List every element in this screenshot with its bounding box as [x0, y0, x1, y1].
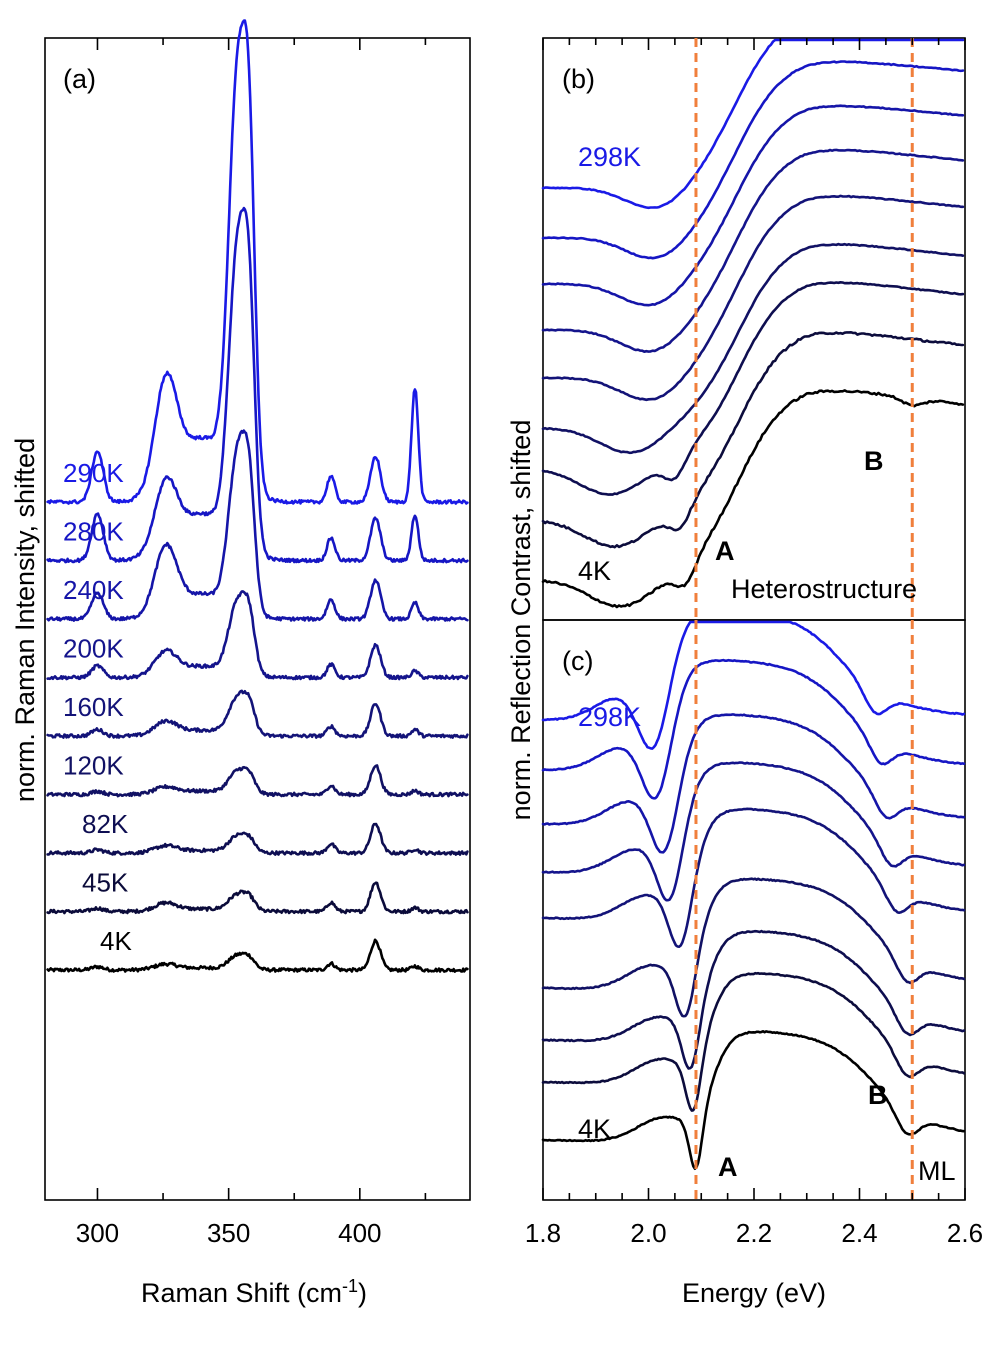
raman-curve-4K	[46, 938, 469, 973]
raman-label-290K: 290K	[63, 458, 124, 488]
raman-x-axis-label-sup: -1	[342, 1276, 358, 1296]
energy-x-axis-label: Energy (eV)	[682, 1278, 826, 1308]
heterostructure-exciton-b-label: B	[864, 446, 884, 476]
energy-tick-label: 2.6	[947, 1218, 983, 1248]
panel-a-tag: (a)	[63, 64, 96, 94]
heterostructure-curve-4	[541, 194, 965, 402]
heterostructure-curve-3	[541, 242, 965, 455]
monolayer-curve-0	[541, 1030, 966, 1170]
raman-curve-120K	[46, 764, 469, 798]
raman-x-axis-label-main: Raman Shift (cm	[141, 1278, 342, 1308]
heterostructure-reflection-panel: (b) 298K 4K A B Heterostructure	[541, 37, 966, 621]
energy-tick-label: 2.4	[841, 1218, 877, 1248]
heterostructure-curve-0	[541, 389, 965, 609]
raman-y-axis-label: norm. Raman Intensity, shifted	[10, 438, 40, 802]
monolayer-4k-label: 4K	[578, 1114, 611, 1144]
energy-tick-label: 1.8	[525, 1218, 561, 1248]
reflection-y-axis-label: norm. Reflection Contrast, shifted	[506, 420, 536, 821]
monolayer-curve-2	[541, 929, 966, 1070]
heterostructure-exciton-a-label: A	[715, 536, 735, 566]
raman-label-120K: 120K	[63, 751, 124, 781]
monolayer-curve-8	[541, 620, 966, 750]
heterostructure-4k-label: 4K	[578, 556, 611, 586]
raman-label-160K: 160K	[63, 692, 124, 722]
raman-tick-label: 300	[76, 1218, 119, 1248]
raman-x-ticks: 300 350 400	[76, 38, 427, 1248]
raman-curve-160K	[46, 689, 469, 739]
energy-x-ticks: 1.8 2.0 2.2 2.4 2.6	[525, 1188, 983, 1248]
monolayer-curve-5	[541, 761, 966, 902]
monolayer-298k-label: 298K	[578, 702, 641, 732]
raman-curve-240K	[46, 429, 469, 622]
raman-label-240K: 240K	[63, 575, 124, 605]
panel-c-tag: (c)	[562, 646, 593, 676]
monolayer-curve-4	[541, 807, 966, 948]
raman-curve-200K	[46, 590, 469, 681]
monolayer-exciton-a-label: A	[718, 1152, 738, 1182]
raman-label-200K: 200K	[63, 634, 124, 664]
monolayer-exciton-b-label: B	[868, 1080, 888, 1110]
raman-label-45K: 45K	[82, 868, 129, 898]
monolayer-exciton-lines	[694, 620, 914, 1200]
monolayer-reflection-panel: 1.8 2.0 2.2 2.4 2.6 (c) 298K 4K A B ML Energ…	[525, 619, 983, 1308]
monolayer-curve-6	[541, 713, 966, 854]
raman-tick-label: 350	[207, 1218, 250, 1248]
raman-curve-82K	[46, 822, 469, 856]
heterostructure-curve-5	[541, 148, 965, 353]
heterostructure-exciton-lines	[694, 38, 914, 620]
raman-tick-label: 400	[338, 1218, 381, 1248]
raman-curve-280K	[46, 206, 469, 564]
energy-tick-label: 2.2	[736, 1218, 772, 1248]
heterostructure-curve-7	[541, 60, 965, 260]
heterostructure-curve-1	[541, 331, 965, 549]
raman-x-axis-label: Raman Shift (cm-1)	[141, 1276, 367, 1308]
monolayer-curve-1	[541, 971, 966, 1112]
monolayer-curves	[541, 620, 966, 1170]
heterostructure-curves	[541, 38, 965, 609]
raman-temperature-labels: 4K 45K 82K 120K 160K 200K 240K 280K 290K	[63, 458, 132, 956]
heterostructure-plot-frame	[542, 37, 966, 621]
heterostructure-curve-2	[541, 281, 965, 496]
raman-curve-290K	[46, 19, 469, 505]
raman-label-280K: 280K	[63, 517, 124, 547]
raman-panel: 4K 45K 82K 120K 160K 200K 240K 280K 290K 300 350 4…	[10, 19, 471, 1308]
heterostructure-x-ticks	[542, 38, 966, 50]
heterostructure-curve-8	[541, 38, 965, 210]
raman-plot-frame	[44, 37, 471, 1201]
heterostructure-sample-label: Heterostructure	[731, 574, 917, 604]
monolayer-curve-7	[541, 658, 966, 800]
panel-b-tag: (b)	[562, 64, 595, 94]
monolayer-sample-label: ML	[918, 1156, 956, 1186]
heterostructure-298k-label: 298K	[578, 142, 641, 172]
energy-tick-label: 2.0	[630, 1218, 666, 1248]
raman-curves	[46, 19, 469, 973]
raman-label-82K: 82K	[82, 809, 129, 839]
monolayer-curve-3	[541, 877, 966, 1018]
raman-x-axis-label-tail: )	[358, 1278, 367, 1308]
raman-label-4K: 4K	[100, 926, 132, 956]
raman-curve-45K	[46, 881, 469, 915]
heterostructure-curve-6	[541, 104, 965, 307]
